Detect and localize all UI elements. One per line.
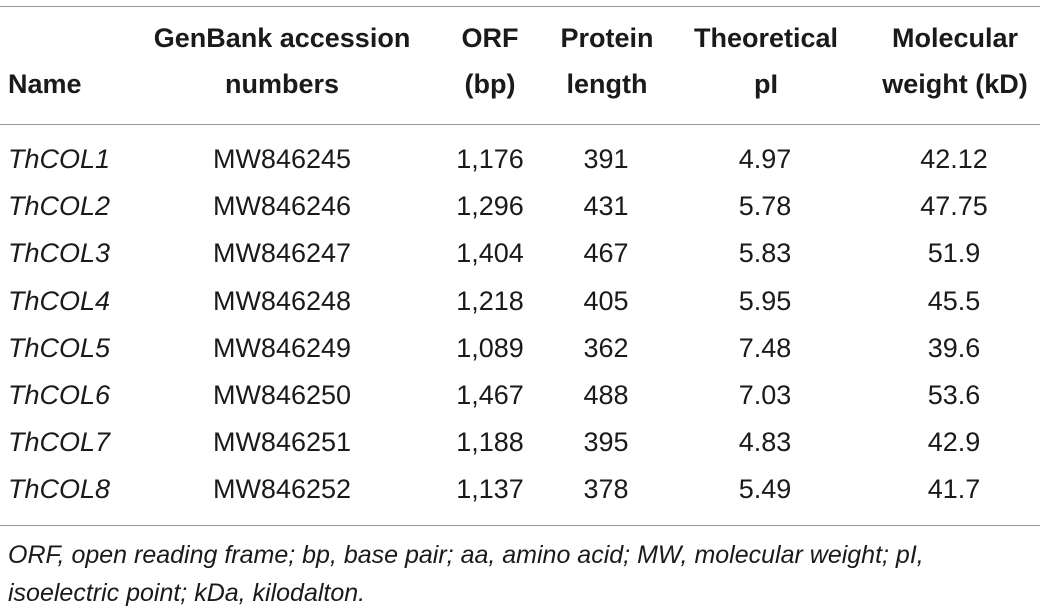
cell-mw: 39.6 bbox=[927, 332, 981, 363]
header-accession-line-2: numbers bbox=[224, 69, 340, 99]
cell-protein-length: 488 bbox=[583, 379, 629, 410]
cell-protein-length: 405 bbox=[583, 285, 629, 316]
cell-pi: 5.83 bbox=[738, 238, 792, 269]
cell-name: ThCOL5 bbox=[8, 332, 111, 363]
table-row: ThCOL1 MW846245 1,176 391 4.97 42.12 bbox=[0, 136, 1040, 183]
cell-accession: MW846245 bbox=[212, 144, 352, 174]
table-header-rule bbox=[0, 124, 1040, 125]
cell-pi: 5.95 bbox=[738, 285, 792, 316]
cell-protein-length: 431 bbox=[583, 191, 629, 222]
table-row: ThCOL4 MW846248 1,218 405 5.95 45.5 bbox=[0, 278, 1040, 325]
cell-protein-length: 395 bbox=[583, 427, 629, 458]
table-header: Name GenBank accession numbers ORF (bp) … bbox=[0, 6, 1040, 124]
cell-pi: 5.78 bbox=[738, 191, 792, 222]
cell-accession: MW846251 bbox=[212, 427, 352, 458]
cell-pi: 7.48 bbox=[738, 332, 792, 363]
table-footer-rule bbox=[0, 525, 1040, 526]
cell-mw: 41.7 bbox=[927, 474, 981, 505]
footnote-line-1: ORF, open reading frame; bp, base pair; … bbox=[8, 541, 924, 569]
cell-mw: 51.9 bbox=[927, 238, 981, 269]
cell-pi: 5.49 bbox=[738, 474, 792, 505]
cell-mw: 53.6 bbox=[927, 379, 981, 410]
cell-name: ThCOL3 bbox=[8, 238, 111, 269]
cell-mw: 42.12 bbox=[920, 144, 988, 174]
cell-accession: MW846246 bbox=[212, 191, 352, 222]
table-row: ThCOL3 MW846247 1,404 467 5.83 51.9 bbox=[0, 230, 1040, 277]
header-name: Name bbox=[8, 61, 82, 107]
header-mw-line-2: weight (kD) bbox=[882, 69, 1028, 99]
cell-orf: 1,404 bbox=[456, 238, 524, 269]
cell-pi: 4.83 bbox=[738, 427, 792, 458]
cell-orf: 1,089 bbox=[456, 332, 524, 363]
table-row: ThCOL7 MW846251 1,188 395 4.83 42.9 bbox=[0, 419, 1040, 466]
cell-mw: 42.9 bbox=[927, 427, 981, 458]
cell-name: ThCOL7 bbox=[8, 427, 111, 458]
header-pi-line-1: Theoretical bbox=[693, 23, 839, 53]
header-accession: GenBank accession numbers bbox=[146, 15, 418, 107]
cell-accession: MW846249 bbox=[212, 332, 352, 363]
cell-orf: 1,218 bbox=[456, 285, 524, 316]
cell-protein-length: 362 bbox=[583, 332, 629, 363]
header-protein-length: Protein length bbox=[552, 15, 662, 107]
cell-accession: MW846248 bbox=[212, 285, 352, 316]
cell-pi: 7.03 bbox=[738, 379, 792, 410]
cell-name: ThCOL2 bbox=[8, 191, 111, 222]
header-orf-line-2: (bp) bbox=[464, 69, 516, 99]
cell-mw: 45.5 bbox=[927, 285, 981, 316]
header-accession-line-1: GenBank accession bbox=[153, 23, 411, 53]
header-protein-length-line-2: length bbox=[566, 69, 648, 99]
table-row: ThCOL8 MW846252 1,137 378 5.49 41.7 bbox=[0, 466, 1040, 513]
cell-protein-length: 391 bbox=[583, 144, 629, 174]
cell-accession: MW846250 bbox=[212, 379, 352, 410]
table-footnote: ORF, open reading frame; bp, base pair; … bbox=[8, 536, 1033, 612]
table-top-rule bbox=[0, 6, 1040, 7]
cell-name: ThCOL8 bbox=[8, 474, 111, 505]
cell-name: ThCOL1 bbox=[8, 144, 111, 174]
table-row: ThCOL6 MW846250 1,467 488 7.03 53.6 bbox=[0, 372, 1040, 419]
header-orf: ORF (bp) bbox=[447, 15, 533, 107]
cell-mw: 47.75 bbox=[920, 191, 988, 222]
header-pi: Theoretical pI bbox=[683, 15, 849, 107]
cell-name: ThCOL4 bbox=[8, 285, 111, 316]
cell-orf: 1,467 bbox=[456, 379, 524, 410]
table-row: ThCOL5 MW846249 1,089 362 7.48 39.6 bbox=[0, 325, 1040, 372]
table-body: ThCOL1 MW846245 1,176 391 4.97 42.12 ThC… bbox=[0, 136, 1040, 514]
cell-name: ThCOL6 bbox=[8, 379, 111, 410]
header-mw: Molecular weight (kD) bbox=[873, 15, 1037, 107]
cell-orf: 1,137 bbox=[456, 474, 524, 505]
cell-protein-length: 378 bbox=[583, 474, 629, 505]
cell-orf: 1,188 bbox=[456, 427, 524, 458]
cell-accession: MW846252 bbox=[212, 474, 352, 505]
header-mw-line-1: Molecular bbox=[891, 23, 1019, 53]
footnote-line-2: isoelectric point; kDa, kilodalton. bbox=[8, 579, 366, 607]
header-name-line-1: Name bbox=[8, 69, 82, 99]
table-row: ThCOL2 MW846246 1,296 431 5.78 47.75 bbox=[0, 183, 1040, 230]
header-protein-length-line-1: Protein bbox=[560, 23, 654, 53]
header-orf-line-1: ORF bbox=[461, 23, 519, 53]
cell-orf: 1,296 bbox=[456, 191, 524, 222]
cell-pi: 4.97 bbox=[738, 144, 792, 174]
cell-orf: 1,176 bbox=[456, 144, 524, 174]
cell-accession: MW846247 bbox=[212, 238, 352, 269]
header-pi-line-2: pI bbox=[754, 69, 778, 99]
cell-protein-length: 467 bbox=[583, 238, 629, 269]
